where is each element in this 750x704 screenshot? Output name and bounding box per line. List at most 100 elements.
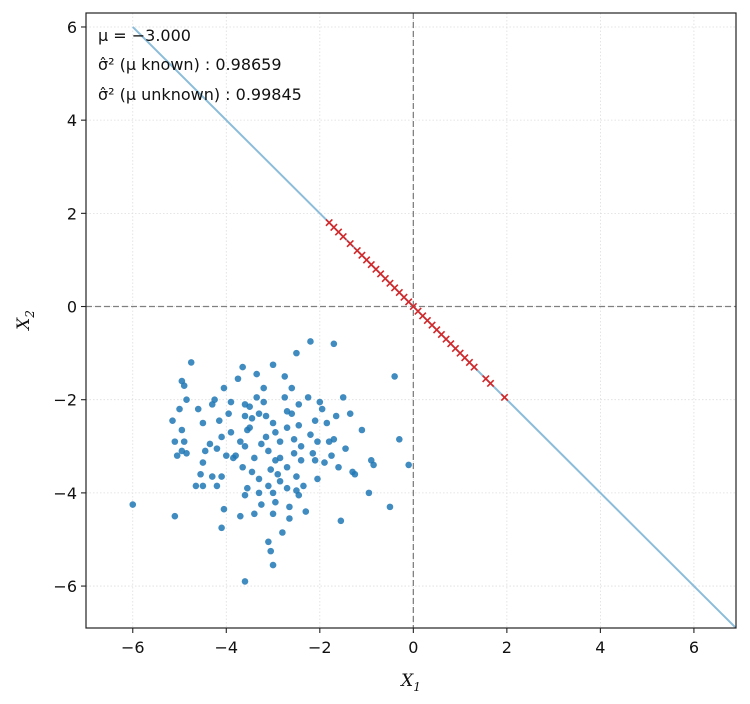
projection-marker bbox=[339, 232, 347, 241]
scatter-point bbox=[307, 431, 314, 438]
scatter-point bbox=[246, 424, 253, 431]
scatter-point bbox=[241, 578, 249, 585]
scatter-point bbox=[262, 433, 270, 441]
scatter-point bbox=[300, 482, 307, 490]
scatter-point bbox=[290, 449, 298, 457]
scatter-point bbox=[218, 473, 225, 480]
projection-points bbox=[325, 218, 509, 402]
x-tick-label: 6 bbox=[689, 638, 699, 657]
scatter-point bbox=[309, 449, 317, 457]
scatter-point bbox=[281, 373, 289, 380]
scatter-point bbox=[232, 452, 239, 459]
scatter-point bbox=[248, 415, 256, 422]
plot-frame bbox=[85, 12, 737, 629]
scatter-point bbox=[288, 410, 296, 417]
scatter-point bbox=[213, 445, 221, 452]
scatter-point bbox=[260, 384, 267, 392]
scatter-point bbox=[199, 419, 207, 427]
scatter-point bbox=[288, 384, 296, 392]
scatter-point bbox=[248, 468, 256, 476]
annotation-sigma-known: σ̂² (μ known) : 0.98659 bbox=[98, 55, 282, 74]
scatter-point bbox=[206, 440, 214, 448]
scatter-point bbox=[199, 459, 207, 466]
scatter-point bbox=[276, 454, 284, 462]
scatter-point bbox=[283, 484, 291, 492]
scatter-point bbox=[260, 398, 267, 406]
x-tick-label: −2 bbox=[308, 638, 332, 657]
scatter-point bbox=[227, 398, 235, 406]
scatter-point bbox=[342, 445, 349, 452]
scatter-point bbox=[246, 403, 253, 410]
projection-marker bbox=[486, 379, 495, 388]
scatter-point bbox=[194, 405, 202, 413]
scatter-point bbox=[274, 470, 282, 478]
scatter-point bbox=[279, 529, 286, 536]
scatter-point bbox=[251, 454, 258, 462]
x-tick-label: 4 bbox=[595, 638, 605, 657]
x-tick-label: −4 bbox=[214, 638, 238, 657]
scatter-point bbox=[262, 412, 270, 420]
y-tick-label: −4 bbox=[53, 484, 77, 503]
scatter-point bbox=[293, 349, 300, 357]
scatter-point bbox=[297, 442, 305, 450]
scatter-point bbox=[241, 412, 249, 420]
y-tick-label: 4 bbox=[67, 111, 77, 130]
scatter-point bbox=[330, 436, 338, 443]
scatter-point bbox=[187, 359, 195, 366]
scatter-point bbox=[370, 461, 377, 469]
scatter-point bbox=[323, 419, 331, 427]
x-tick-label: 0 bbox=[408, 638, 418, 657]
scatter-point bbox=[295, 422, 303, 429]
reference-lines bbox=[86, 13, 736, 628]
scatter-point bbox=[255, 489, 263, 497]
scatter-point bbox=[258, 440, 265, 448]
scatter-point bbox=[253, 370, 260, 378]
scatter-point bbox=[239, 363, 246, 371]
y-tick-label: −6 bbox=[53, 577, 77, 596]
scatter-point bbox=[293, 473, 300, 480]
scatter-point bbox=[297, 456, 305, 464]
scatter-point bbox=[269, 361, 277, 369]
scatter-point bbox=[339, 394, 347, 401]
scatter-point bbox=[208, 473, 216, 480]
scatter-point bbox=[176, 405, 183, 413]
projection-marker bbox=[500, 393, 509, 402]
scatter-point bbox=[332, 412, 340, 420]
scatter-point bbox=[295, 401, 303, 408]
scatter-point bbox=[197, 470, 204, 478]
scatter-point bbox=[330, 340, 338, 348]
scatter-point bbox=[311, 456, 319, 464]
projection-marker bbox=[470, 363, 478, 371]
scatter-point bbox=[171, 438, 179, 445]
scatter-point bbox=[405, 461, 412, 469]
scatter-point bbox=[321, 459, 328, 466]
scatter-point bbox=[316, 398, 324, 406]
scatter-point bbox=[328, 452, 335, 459]
scatter-point bbox=[386, 503, 394, 511]
scatter-point bbox=[201, 447, 209, 455]
scatter-point bbox=[276, 477, 284, 485]
scatter-point bbox=[391, 373, 398, 380]
scatter-point bbox=[218, 433, 225, 441]
scatter-point bbox=[192, 482, 200, 490]
y-tick-label: −2 bbox=[53, 391, 77, 410]
scatter-point bbox=[283, 463, 291, 471]
scatter-point bbox=[396, 436, 403, 443]
scatter-point bbox=[365, 489, 373, 497]
scatter-point bbox=[237, 438, 244, 445]
scatter-point bbox=[272, 498, 279, 506]
scatter-point bbox=[183, 396, 190, 404]
scatter-point bbox=[237, 512, 244, 520]
scatter-point bbox=[337, 517, 345, 525]
scatter-point bbox=[129, 501, 137, 508]
y-tick-label: 0 bbox=[67, 298, 77, 317]
scatter-point bbox=[295, 491, 303, 499]
scatter-point bbox=[269, 510, 277, 518]
scatter-point bbox=[302, 508, 310, 515]
scatter-point bbox=[269, 561, 277, 569]
scatter-point bbox=[276, 438, 284, 445]
scatter-point bbox=[180, 438, 188, 445]
scatter-point bbox=[215, 417, 223, 424]
